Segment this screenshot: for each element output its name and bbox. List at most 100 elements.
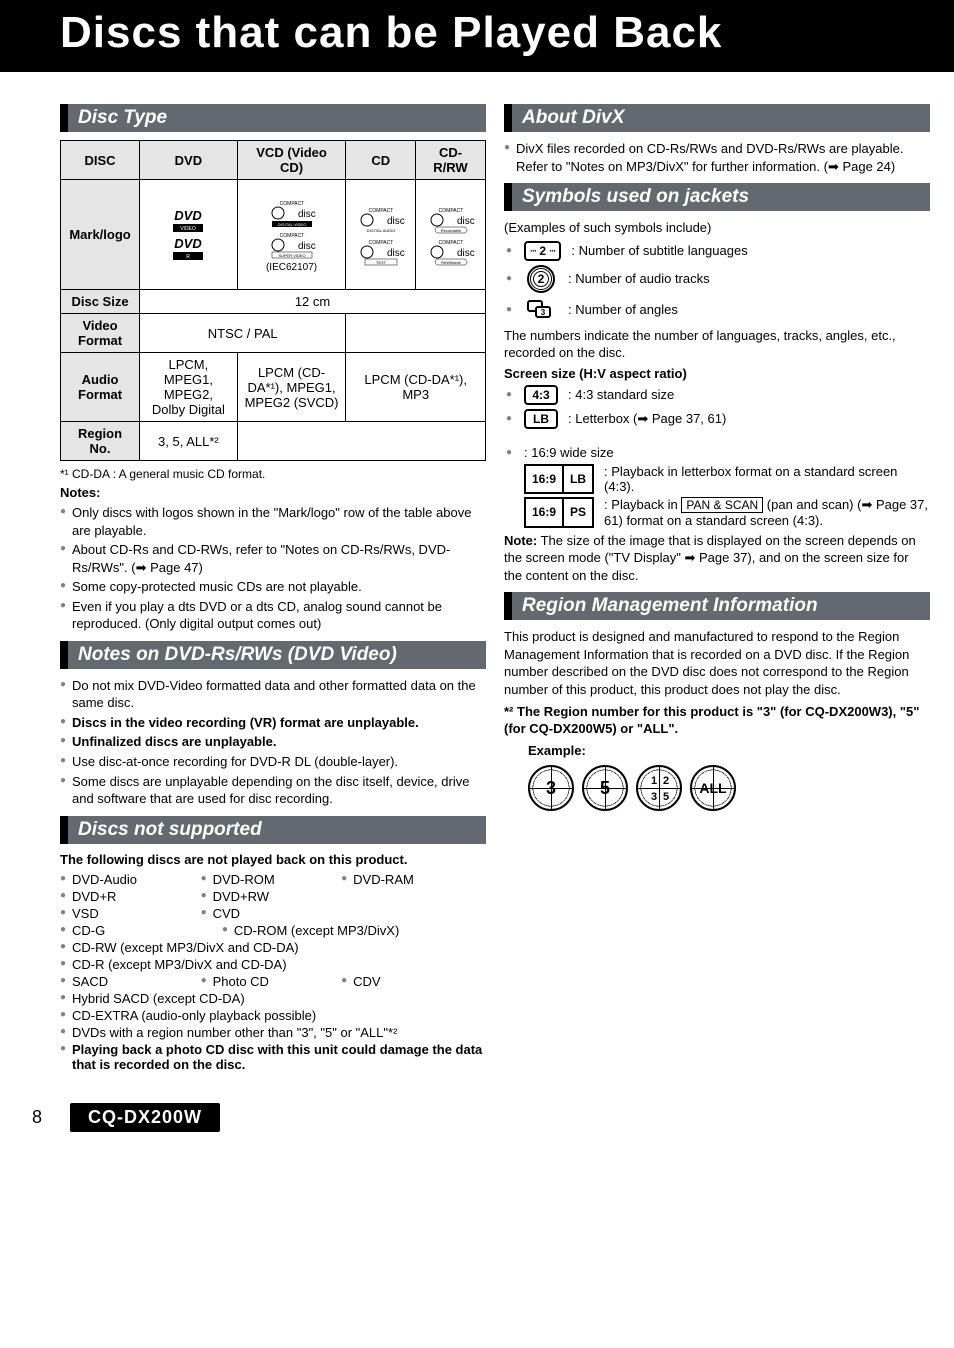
row-header: Audio Format (61, 353, 140, 422)
list-item: Even if you play a dts DVD or a dts CD, … (60, 598, 486, 633)
region-globe-icon: ALL (690, 765, 736, 811)
symbol-desc: : Number of audio tracks (568, 271, 930, 286)
svg-text:1: 1 (651, 775, 657, 787)
region-globe-icon: 1235 (636, 765, 682, 811)
symbol-desc: : 4:3 standard size (568, 387, 930, 402)
region-globe-icon: 3 (528, 765, 574, 811)
dvd-video-logo-icon: DVDVIDEO (163, 208, 213, 234)
dvd-rw-notes-list: Do not mix DVD-Video formatted data and … (60, 677, 486, 808)
example-label: Example: (528, 742, 930, 760)
symbol-angles: ● 3 : Number of angles (504, 297, 930, 323)
list-item: DVD-RAM (341, 872, 482, 887)
symbols-header: Symbols used on jackets (504, 183, 930, 211)
svg-text:disc: disc (387, 216, 405, 227)
list-item: CD-RW (except MP3/DivX and CD-DA) (60, 940, 486, 955)
symbol-letterbox: ● LB : Letterbox (➡ Page 37, 61) (504, 409, 930, 429)
svg-text:R: R (187, 254, 191, 260)
svg-text:disc: disc (298, 209, 316, 220)
svg-text:5: 5 (663, 791, 669, 803)
region-globes: 3 5 1235 ALL (528, 765, 930, 811)
page-number: 8 (24, 1107, 50, 1128)
list-item: Unfinalized discs are unplayable. (60, 733, 486, 751)
list-item: Use disc-at-once recording for DVD-R DL … (60, 753, 486, 771)
col-header: CD (346, 141, 416, 180)
symbol-audio-tracks: ● 2 : Number of audio tracks (504, 265, 930, 293)
list-item: DVD-Audio (60, 872, 201, 887)
bullet-icon: ● (504, 389, 514, 400)
aspect-16-9-ps-icon: 16:9 PS (524, 497, 594, 528)
list-item: Only discs with logos shown in the "Mark… (60, 504, 486, 539)
svg-text:VIDEO: VIDEO (181, 226, 197, 232)
bullet-icon: ● (504, 447, 514, 458)
list-item: Some copy-protected music CDs are not pl… (60, 578, 486, 596)
symbols-note: Note: Note: The size of the image that i… (504, 532, 930, 585)
disc-type-notes: Only discs with logos shown in the "Mark… (60, 504, 486, 633)
not-supported-header: Discs not supported (60, 816, 486, 844)
symbol-desc: : Playback in PAN & SCAN (pan and scan) … (604, 497, 930, 528)
compact-disc-super-video-icon: COMPACTdiscSUPER VIDEO (264, 229, 320, 259)
dvd-r-logo-icon: DVDR (163, 236, 213, 262)
disc-type-table: DISC DVD VCD (Video CD) CD CD-R/RW Mark/… (60, 140, 486, 461)
divx-notes: DivX files recorded on CD-Rs/RWs and DVD… (504, 140, 930, 175)
region-value: 3, 5, ALL*² (140, 422, 238, 461)
svg-text:DIGITAL AUDIO: DIGITAL AUDIO (366, 228, 395, 233)
svg-text:disc: disc (457, 216, 475, 227)
list-item: SACD (60, 974, 201, 989)
symbol-desc: : Letterbox (➡ Page 37, 61) (568, 411, 930, 427)
aspect-16-9-lb-icon: 16:9 LB (524, 464, 594, 494)
compact-disc-recordable-icon: COMPACTdiscRecordable (423, 204, 479, 234)
list-item: DVD+R (60, 889, 201, 904)
cd-logo-cell: COMPACT discDIGITAL AUDIO COMPACTdiscTEXT (346, 180, 416, 290)
iec-label: (IEC62107) (266, 262, 317, 273)
svg-text:COMPACT: COMPACT (279, 201, 304, 207)
left-column: Disc Type DISC DVD VCD (Video CD) CD CD-… (60, 96, 486, 1073)
svg-text:COMPACT: COMPACT (438, 240, 463, 246)
svg-text:COMPACT: COMPACT (438, 208, 463, 214)
disc-size-value: 12 cm (140, 290, 486, 314)
symbol-4-3: ● 4:3 : 4:3 standard size (504, 385, 930, 405)
footnote-cdda: *¹ CD-DA : A general music CD format. (60, 467, 486, 481)
symbol-desc: : 16:9 wide size (524, 445, 930, 460)
table-row: Audio Format LPCM, MPEG1, MPEG2, Dolby D… (61, 353, 486, 422)
screen-size-title: Screen size (H:V aspect ratio) (504, 366, 930, 381)
page-title: Discs that can be Played Back (0, 0, 954, 72)
list-item: VSD (60, 906, 201, 921)
symbols-explain: The numbers indicate the number of langu… (504, 327, 930, 362)
list-item: Discs in the video recording (VR) format… (60, 714, 486, 732)
disc-type-header: Disc Type (60, 104, 486, 132)
symbol-desc: : Playback in letterbox format on a stan… (604, 464, 930, 494)
compact-disc-rewritable-icon: COMPACTdiscReWritable (423, 236, 479, 266)
table-row: Mark/logo DVDVIDEO DVDR COMPACTdiscDIGIT… (61, 180, 486, 290)
svg-text:TEXT: TEXT (376, 260, 387, 265)
list-item: DVD+RW (201, 889, 342, 904)
list-item: DVD-ROM (201, 872, 342, 887)
symbol-desc: : Number of subtitle languages (571, 243, 930, 258)
svg-text:2: 2 (663, 775, 669, 787)
symbol-16-9: ● : 16:9 wide size (504, 445, 930, 460)
list-item: About CD-Rs and CD-RWs, refer to "Notes … (60, 541, 486, 576)
region-para: This product is designed and manufacture… (504, 628, 930, 698)
row-header: Disc Size (61, 290, 140, 314)
symbol-subtitle-languages: ● ··· 2 ··· : Number of subtitle languag… (504, 241, 930, 261)
svg-text:COMPACT: COMPACT (368, 208, 393, 214)
row-header: Region No. (61, 422, 140, 461)
svg-text:COMPACT: COMPACT (368, 240, 393, 246)
list-item: CD-R (except MP3/DivX and CD-DA) (60, 957, 486, 972)
list-item: Some discs are unplayable depending on t… (60, 773, 486, 808)
content-area: Disc Type DISC DVD VCD (Video CD) CD CD-… (0, 72, 954, 1083)
svg-text:3: 3 (651, 791, 657, 803)
table-row: Region No. 3, 5, ALL*² (61, 422, 486, 461)
symbol-16-9-ps: 16:9 PS : Playback in PAN & SCAN (pan an… (524, 497, 930, 528)
subtitle-symbol-icon: ··· 2 ··· (524, 241, 561, 261)
aspect-4-3-icon: 4:3 (524, 385, 558, 405)
list-item: DivX files recorded on CD-Rs/RWs and DVD… (504, 140, 930, 175)
svg-text:SUPER VIDEO: SUPER VIDEO (278, 253, 305, 258)
compact-disc-text-icon: COMPACTdiscTEXT (353, 236, 409, 266)
cdrw-logo-cell: COMPACTdiscRecordable COMPACTdiscReWrita… (416, 180, 486, 290)
list-item: CD-G (60, 923, 222, 938)
audio-symbol-icon: 2 (524, 265, 558, 293)
col-header: DISC (61, 141, 140, 180)
empty-cell (237, 422, 485, 461)
list-item: CDV (341, 974, 482, 989)
notes-title: Notes: (60, 485, 486, 500)
